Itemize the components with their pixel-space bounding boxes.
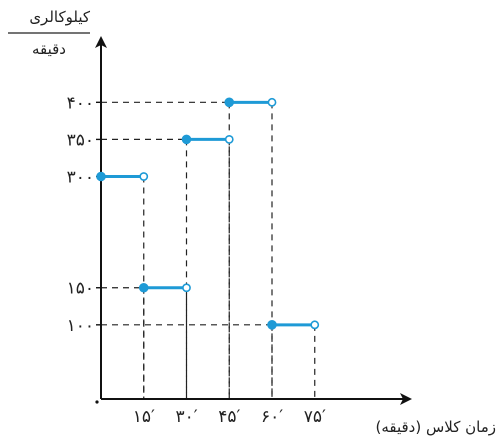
x-tick-label-2: ۴۵′ [218,407,240,427]
labels: کیلوکالری دقیقه زمان کلاس (دقیقه) ۱۰۰ ۱۵۰… [8,8,496,436]
x-tick-label-4: ۷۵′ [304,407,326,427]
segment-3-start-point [224,97,235,108]
y-tick-label-2: ۳۰۰ [67,167,94,187]
y-tick-label-0: ۱۰۰ [67,316,94,336]
x-tick-label-3: ۶۰′ [261,407,283,427]
x-axis-label: زمان کلاس (دقیقه) [375,418,496,436]
axes [95,36,412,405]
x-axis-arrowhead [400,393,412,405]
x-tick-label-1: ۳۰′ [175,407,197,427]
y-axis-label-numerator: کیلوکالری [29,8,91,26]
segments [96,97,320,330]
guide-lines [101,101,316,399]
segment-4-start-point [267,320,277,330]
x-tick-label-0: ۱۵′ [133,407,155,427]
segment-3-end-point [267,97,277,107]
y-tick-label-4: ۴۰۰ [67,93,94,113]
segment-4-end-point [310,320,320,330]
segment-1-start-point [138,282,149,293]
y-tick-label-1: ۱۵۰ [67,279,94,299]
y-axis-arrowhead [95,36,107,48]
segment-0-start-point [96,171,106,182]
segment-2-start-point [181,134,192,145]
y-tick-label-3: ۳۵۰ [67,130,94,150]
segment-0-end-point [139,172,149,181]
y-axis-label-denominator: دقیقه [32,40,66,58]
segment-2-end-point [224,135,234,144]
origin-dot [95,400,99,404]
segment-1-end-point [182,283,191,293]
